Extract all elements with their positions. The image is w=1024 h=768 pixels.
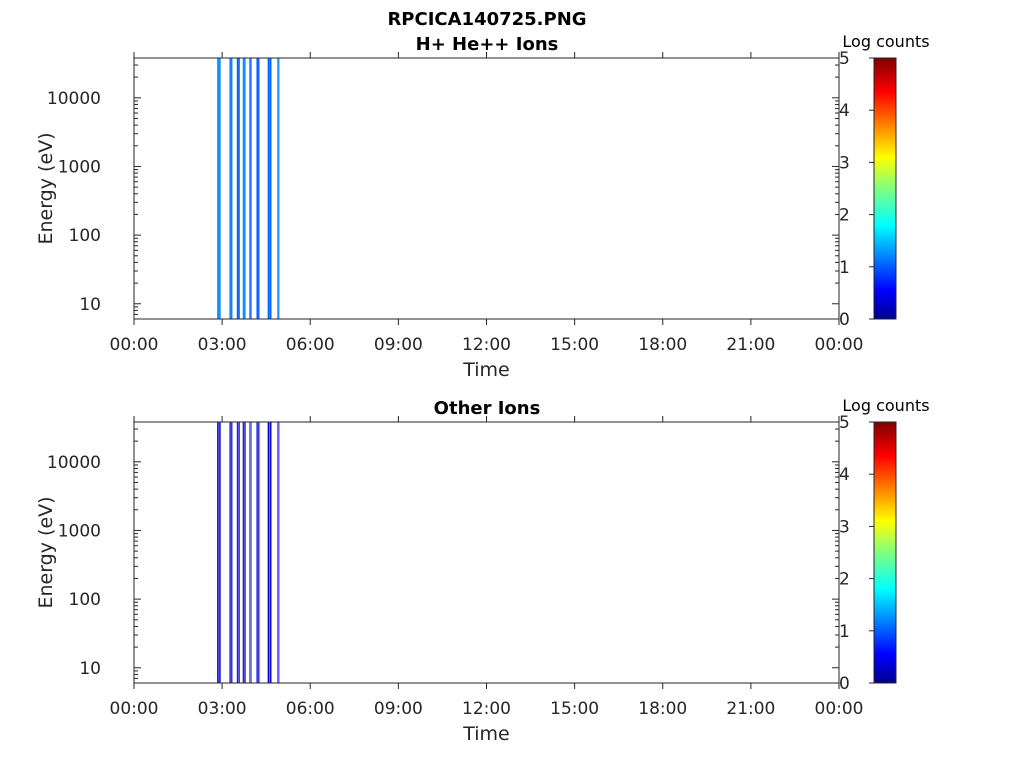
colorbar-tick-label: 4 <box>839 101 850 121</box>
x-tick-label: 18:00 <box>638 335 687 355</box>
x-tick-label: 09:00 <box>374 699 423 719</box>
x-axis-label: Time <box>462 359 510 381</box>
y-tick-label: 100 <box>69 226 101 246</box>
colorbar <box>873 57 897 320</box>
y-tick-label: 1000 <box>58 157 101 177</box>
x-tick-label: 06:00 <box>286 699 335 719</box>
x-axis-label: Time <box>462 723 510 745</box>
y-axis-label: Energy (eV) <box>35 132 57 244</box>
x-tick-label: 03:00 <box>198 335 247 355</box>
panel-other-ions: Other Ions 00:00 03:00 06:00 09:00 12:00 15:00… <box>35 396 930 745</box>
colorbar-tick-label: 3 <box>839 517 850 537</box>
colorbar-tick-label: 0 <box>839 674 850 694</box>
colorbar-tick-label: 2 <box>839 570 850 590</box>
x-tick-label: 21:00 <box>726 335 775 355</box>
colorbar-tick-label: 5 <box>839 49 850 69</box>
colorbar-tick-label: 2 <box>839 206 850 226</box>
colorbar <box>873 421 897 684</box>
x-tick-label: 18:00 <box>638 699 687 719</box>
colorbar-tick-label: 0 <box>839 310 850 330</box>
colorbar-label: Log counts <box>842 396 929 415</box>
colorbar-tick-label: 4 <box>839 465 850 485</box>
x-tick-label: 00:00 <box>110 699 159 719</box>
colorbar-tick-label: 1 <box>839 258 850 278</box>
y-axis-label: Energy (eV) <box>35 496 57 608</box>
y-tick-label: 1000 <box>58 521 101 541</box>
x-tick-label: 12:00 <box>462 699 511 719</box>
x-tick-label: 00:00 <box>815 699 864 719</box>
y-tick-label: 10000 <box>47 89 101 109</box>
x-tick-label: 06:00 <box>286 335 335 355</box>
y-tick-label: 100 <box>69 590 101 610</box>
x-tick-label: 15:00 <box>550 335 599 355</box>
y-tick-label: 10 <box>79 295 101 315</box>
panel-title: H+ He++ Ions <box>416 34 559 55</box>
x-tick-label: 09:00 <box>374 335 423 355</box>
colorbar-tick-label: 1 <box>839 622 850 642</box>
colorbar-label: Log counts <box>842 32 929 51</box>
x-tick-label: 03:00 <box>198 699 247 719</box>
x-tick-label: 12:00 <box>462 335 511 355</box>
x-tick-label: 00:00 <box>815 335 864 355</box>
x-tick-label: 15:00 <box>550 699 599 719</box>
colorbar-tick-label: 5 <box>839 413 850 433</box>
figure-title: RPCICA140725.PNG <box>387 9 586 30</box>
panel-title: Other Ions <box>434 398 541 419</box>
y-tick-label: 10000 <box>47 453 101 473</box>
panel-h-he-ions: H+ He++ Ions 00:00 03:00 06:00 09:00 12:00 15:… <box>35 32 930 381</box>
y-tick-label: 10 <box>79 659 101 679</box>
x-tick-label: 00:00 <box>110 335 159 355</box>
colorbar-tick-label: 3 <box>839 153 850 173</box>
x-tick-label: 21:00 <box>726 699 775 719</box>
